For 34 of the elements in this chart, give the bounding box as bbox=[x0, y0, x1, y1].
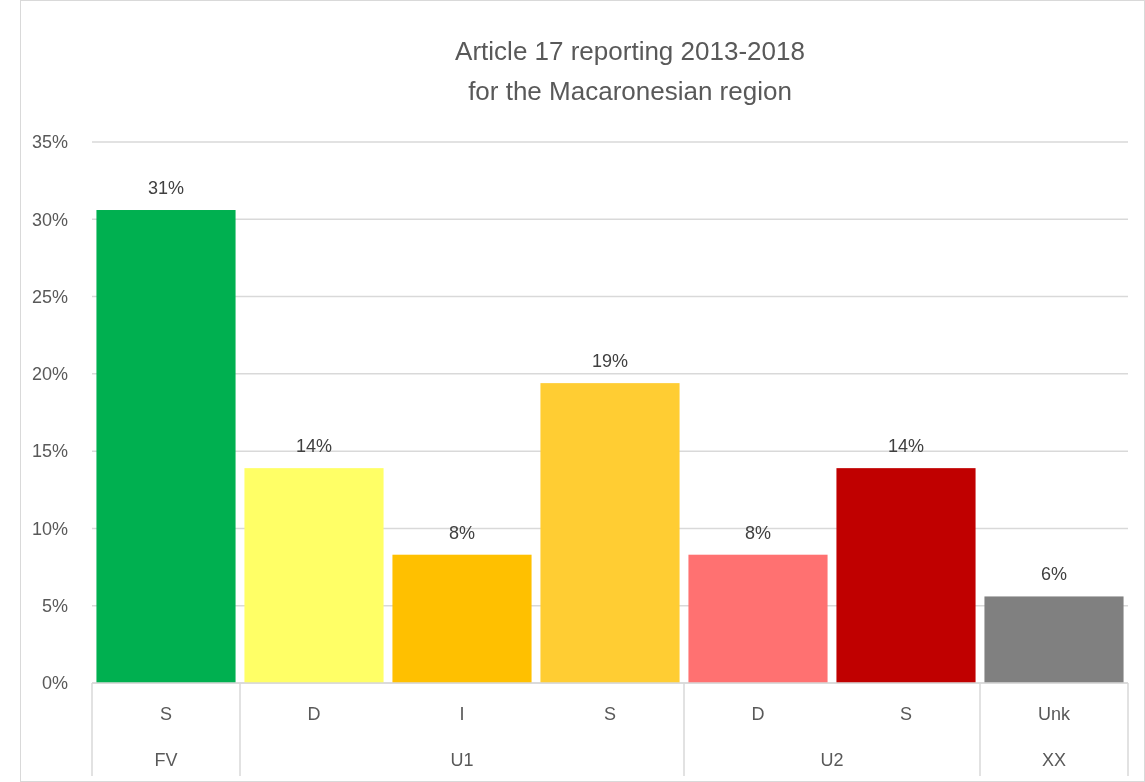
data-label: 8% bbox=[744, 522, 772, 543]
bar bbox=[836, 468, 976, 683]
x-tick-label: D bbox=[307, 704, 321, 725]
y-tick-label: 20% bbox=[31, 364, 68, 385]
bar bbox=[688, 554, 828, 683]
y-tick-label: 15% bbox=[31, 441, 68, 462]
bar bbox=[984, 596, 1124, 683]
y-tick-label: 10% bbox=[31, 518, 68, 539]
data-label: 14% bbox=[887, 436, 925, 457]
bar bbox=[244, 468, 384, 683]
chart-title: Article 17 reporting 2013-2018 for the Macaronesian region bbox=[455, 36, 805, 106]
x-tick-label: Unk bbox=[1037, 704, 1071, 725]
bar bbox=[540, 383, 680, 683]
text: U1 bbox=[450, 750, 474, 771]
x-tick-label: S bbox=[159, 704, 173, 725]
bar bbox=[96, 210, 236, 683]
data-label: 31% bbox=[147, 178, 185, 199]
x-tick-label: S bbox=[899, 704, 913, 725]
data-label: 19% bbox=[591, 351, 629, 372]
y-tick-label: 5% bbox=[41, 596, 68, 617]
bar bbox=[392, 554, 532, 683]
y-tick-label: 0% bbox=[41, 673, 68, 694]
x-tick-label: D bbox=[751, 704, 765, 725]
x-tick-label: S bbox=[603, 704, 617, 725]
data-label: 14% bbox=[295, 436, 333, 457]
text: U2 bbox=[820, 750, 844, 771]
text: FV bbox=[154, 750, 178, 771]
x-tick-label: I bbox=[459, 704, 465, 725]
data-label: 8% bbox=[448, 522, 476, 543]
y-tick-label: 30% bbox=[31, 209, 68, 230]
y-tick-label: 25% bbox=[31, 286, 68, 307]
y-tick-label: 35% bbox=[31, 132, 68, 153]
text: XX bbox=[1041, 750, 1067, 771]
data-label: 6% bbox=[1040, 564, 1068, 585]
